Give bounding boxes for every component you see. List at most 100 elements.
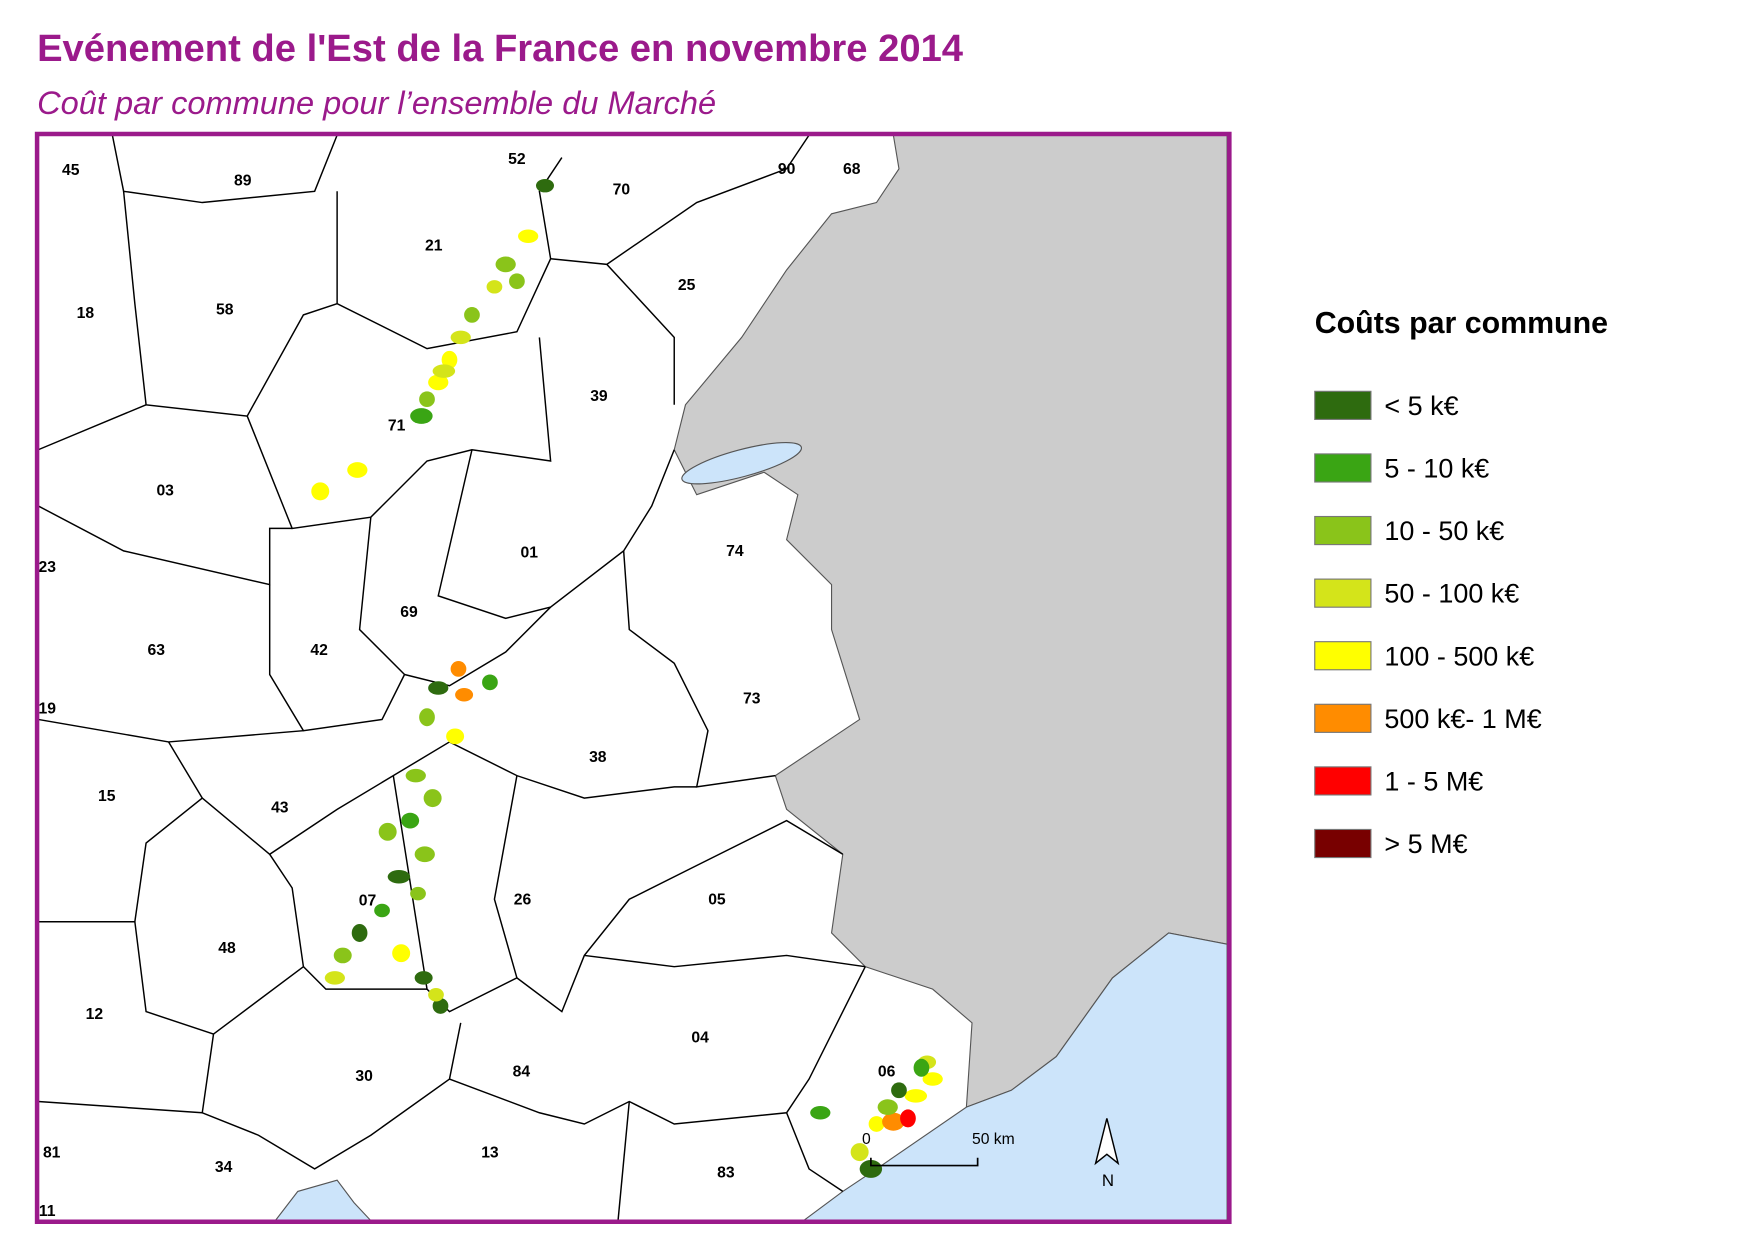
commune [419,708,435,727]
commune [495,256,516,273]
commune [347,462,368,478]
commune [891,1082,907,1099]
legend-swatch [1314,828,1372,859]
legend-swatch [1314,515,1372,546]
department-label: 23 [38,559,56,576]
scale-line [870,1157,979,1167]
scale-bar: 0 50 km [862,1131,1015,1167]
department-label: 52 [508,151,526,168]
department-label: 01 [521,544,539,561]
legend-swatch [1314,390,1372,420]
commune [482,674,498,691]
department-label: 07 [359,893,377,910]
commune [410,408,433,424]
legend-label: 500 k€- 1 M€ [1384,704,1541,734]
commune [922,1072,943,1086]
department-label: 71 [388,417,406,434]
department-label: 19 [38,700,56,717]
department-label: 03 [156,482,174,499]
department-label: 42 [310,642,328,659]
legend-label: > 5 M€ [1384,829,1467,859]
commune [414,971,433,985]
subtitle: Coût par commune pour l’ensemble du Marc… [37,85,716,121]
department-label: 68 [843,161,861,178]
commune [904,1089,928,1103]
legend-label: 1 - 5 M€ [1384,766,1483,796]
department-label: 38 [589,749,607,766]
department-label: 73 [743,690,761,707]
north-label: N [1102,1171,1114,1190]
legend-swatch [1314,703,1372,733]
sea [801,932,1228,1222]
department-label: 70 [613,181,631,198]
commune [311,482,330,501]
commune [392,944,411,963]
legend-label: 10 - 50 k€ [1384,516,1504,546]
commune [486,280,503,294]
commune [455,687,474,702]
commune [900,1109,916,1128]
commune [446,728,465,745]
commune [428,374,449,391]
commune [464,307,480,323]
commune [859,1159,883,1178]
scale-end: 50 km [972,1131,1015,1148]
legend-label: < 5 k€ [1384,391,1458,421]
legend-label: 5 - 10 k€ [1384,454,1489,484]
commune [414,846,435,863]
legend-swatch [1314,578,1372,608]
department-label: 81 [43,1144,61,1161]
commune [428,988,444,1002]
commune [378,822,397,841]
legend-swatch [1314,453,1372,483]
department-label: 25 [678,277,696,294]
north-arrow: N [1094,1118,1120,1190]
map-frame [34,131,1232,1224]
commune [509,273,525,290]
department-label: 11 [39,1203,56,1220]
legend-label: 100 - 500 k€ [1384,641,1534,671]
department-label: 06 [878,1063,896,1080]
commune [324,971,345,985]
legend-swatch [1314,766,1372,796]
commune [913,1058,930,1077]
department-label: 13 [481,1144,499,1161]
commune [868,1116,885,1132]
commune [401,812,420,829]
commune [428,681,449,695]
legend-swatch [1314,641,1372,671]
commune [419,391,435,408]
map: 45 89 52 70 90 68 21 25 18 58 39 71 03 01 74 23 69 63 42 73… [34,131,1232,1224]
department-label: 83 [717,1165,735,1182]
commune [810,1106,831,1120]
commune [518,229,539,243]
department-label: 45 [62,162,80,179]
department-label: 04 [691,1030,709,1047]
commune [536,178,554,193]
department-label: 48 [218,940,236,957]
department-label: 84 [513,1063,531,1080]
commune [441,350,458,369]
department-label: 05 [708,892,726,909]
department-label: 21 [425,238,443,255]
department-label: 15 [98,788,116,805]
department-label: 26 [514,892,532,909]
commune [351,923,368,942]
department-label: 43 [271,799,289,816]
legend-label: 50 - 100 k€ [1384,579,1519,609]
department-label: 18 [77,305,95,322]
department-label: 12 [86,1006,104,1023]
commune [877,1099,898,1115]
commune [423,789,442,808]
department-label: 34 [215,1159,233,1176]
title: Evénement de l'Est de la France en novem… [37,27,964,70]
commune [450,661,467,677]
communes [311,178,943,1178]
commune [374,903,390,918]
commune [410,886,426,901]
commune [387,870,411,884]
department-label: 39 [590,388,608,405]
scale-start: 0 [862,1131,871,1148]
lake [681,442,803,485]
